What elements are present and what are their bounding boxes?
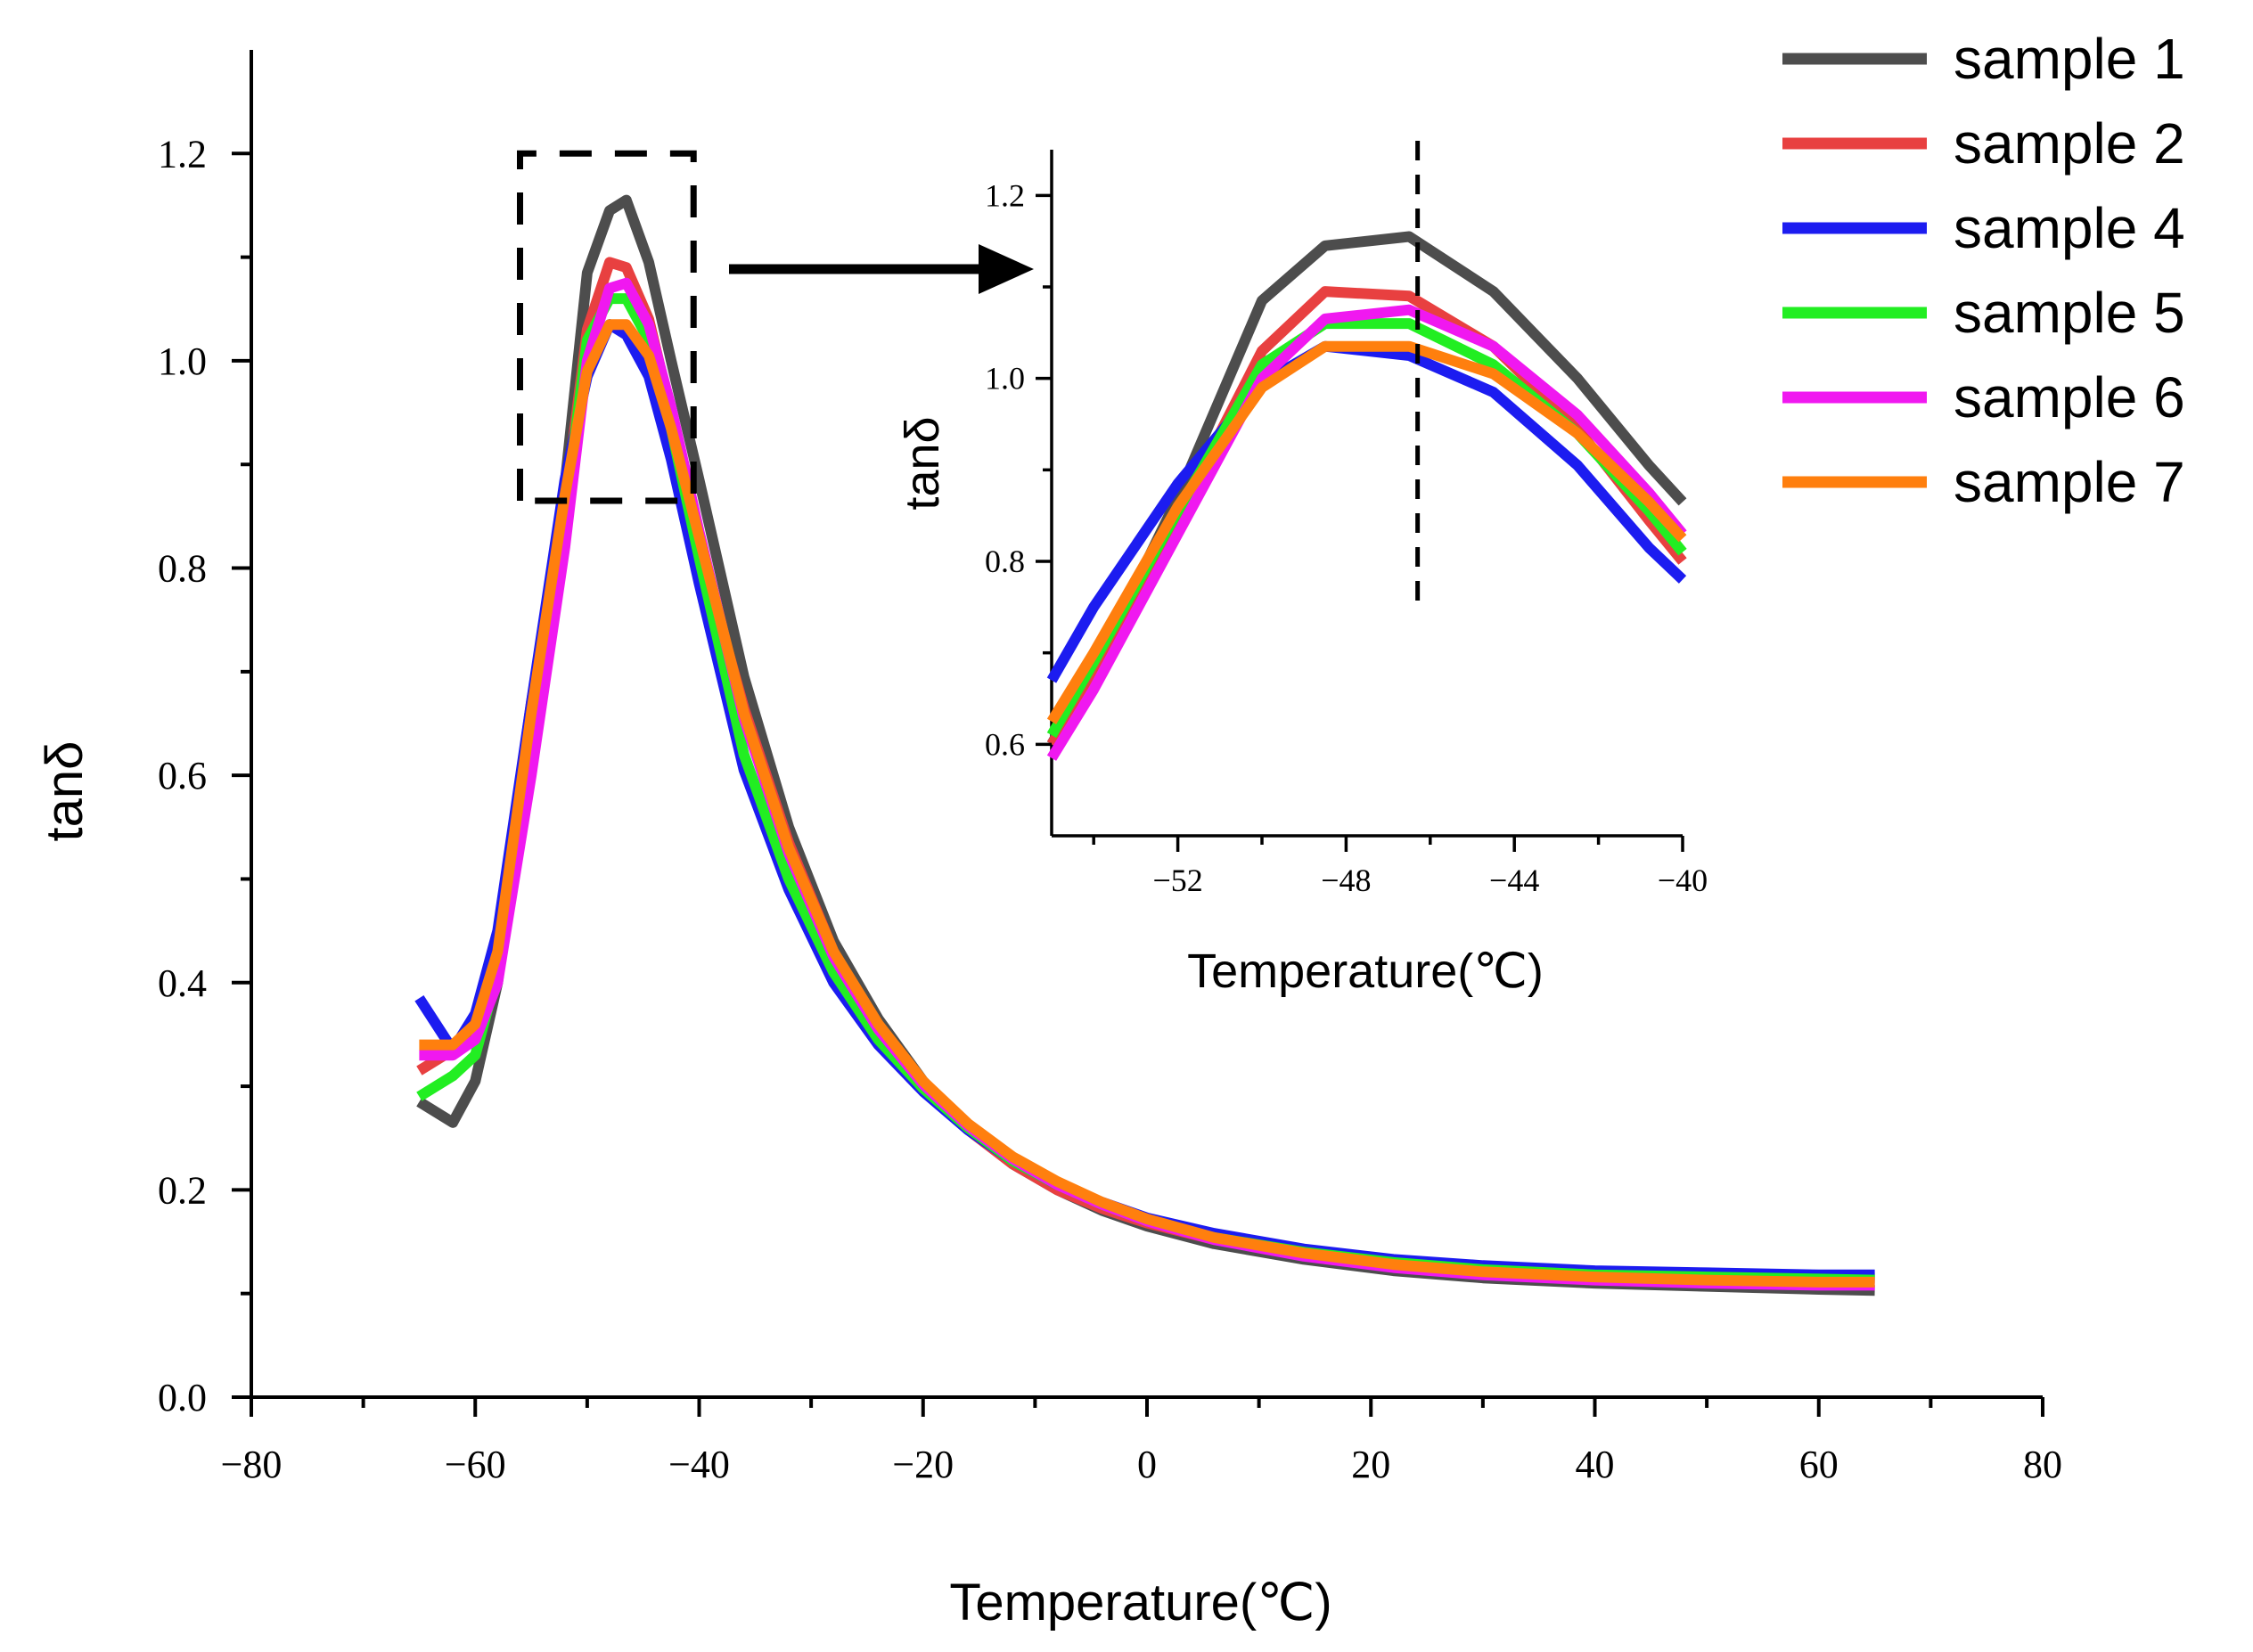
main-x-tick-label: −20 [892, 1443, 954, 1486]
legend-item: sample 6 [1782, 365, 2185, 429]
inset-series [1046, 141, 1687, 761]
main-y-axis-title: tanδ [36, 741, 94, 842]
main-plot: −80 −60 −40 −20 0 20 40 60 80 0.0 0.2 0.4 0.6 0.8 1.0 1… [36, 50, 2062, 1632]
inset-y-axis-title: tanδ [896, 416, 949, 510]
zoom-arrow [729, 244, 1034, 294]
legend-item: sample 5 [1782, 281, 2185, 345]
main-y-tick-label: 0.6 [158, 754, 207, 797]
main-y-tick-label: 0.4 [158, 961, 207, 1005]
main-x-tick-label: 80 [2023, 1443, 2062, 1486]
zoom-rectangle [517, 150, 697, 504]
legend-item: sample 2 [1782, 111, 2185, 176]
main-y-tick-label: 1.0 [158, 339, 207, 383]
inset-x-tick-label: −48 [1321, 863, 1371, 898]
inset-ticks: −52 −48 −44 −40 0.6 0.8 1.0 1.2 [985, 177, 1708, 898]
legend: sample 1 sample 2 sample 4 sample 5 sample 6… [1782, 27, 2185, 514]
legend-item: sample 4 [1782, 196, 2185, 260]
main-series-sample-2 [416, 257, 1875, 1284]
main-x-axis-title: Temperature(℃) [949, 1574, 1331, 1632]
main-x-tick-label: 40 [1576, 1443, 1615, 1486]
main-ticks: −80 −60 −40 −20 0 20 40 60 80 0.0 0.2 0.4 0.6 0.8 1.0 1… [158, 132, 2062, 1486]
inset-y-tick-label: 0.8 [985, 544, 1025, 579]
inset-series-sample-6 [1046, 304, 1687, 761]
inset-y-tick-label: 0.6 [985, 726, 1025, 762]
legend-label: sample 2 [1954, 111, 2185, 176]
inset-x-tick-label: −44 [1489, 863, 1539, 898]
main-y-tick-label: 0.2 [158, 1168, 207, 1212]
inset-x-tick-label: −52 [1152, 863, 1202, 898]
legend-item: sample 1 [1782, 27, 2185, 91]
zoom-arrow-head [979, 244, 1034, 294]
inset-axes [1050, 150, 1683, 838]
main-x-tick-label: −60 [445, 1443, 506, 1486]
inset-y-tick-label: 1.0 [985, 361, 1025, 397]
legend-label: sample 7 [1954, 450, 2185, 514]
main-x-tick-label: −80 [221, 1443, 283, 1486]
legend-label: sample 4 [1954, 196, 2185, 260]
zoom-box [517, 150, 697, 504]
legend-label: sample 1 [1954, 27, 2185, 91]
inset-x-tick-label: −40 [1658, 863, 1708, 898]
main-x-tick-label: 0 [1137, 1443, 1157, 1486]
inset-plot: −52 −48 −44 −400.60.81.01.2 Temperature(℃) … [896, 141, 1708, 998]
legend-item: sample 7 [1782, 450, 2185, 514]
main-y-tick-label: 0.0 [158, 1376, 207, 1419]
main-x-tick-label: 60 [1799, 1443, 1839, 1486]
main-series-sample-5 [416, 293, 1875, 1286]
main-series [414, 194, 1875, 1296]
inset-y-tick-label: 1.2 [985, 177, 1025, 213]
inset-series-sample-7 [1046, 340, 1687, 724]
main-x-tick-label: −40 [668, 1443, 730, 1486]
main-series-sample-6 [419, 277, 1875, 1291]
inset-series-sample-2 [1046, 286, 1687, 748]
legend-label: sample 6 [1954, 365, 2185, 429]
legend-label: sample 5 [1954, 281, 2185, 345]
main-series-sample-7 [419, 319, 1875, 1288]
main-x-tick-label: 20 [1351, 1443, 1390, 1486]
main-y-tick-label: 1.2 [158, 132, 207, 176]
main-y-tick-label: 0.8 [158, 547, 207, 591]
inset-x-axis-title: Temperature(℃) [1187, 945, 1544, 998]
